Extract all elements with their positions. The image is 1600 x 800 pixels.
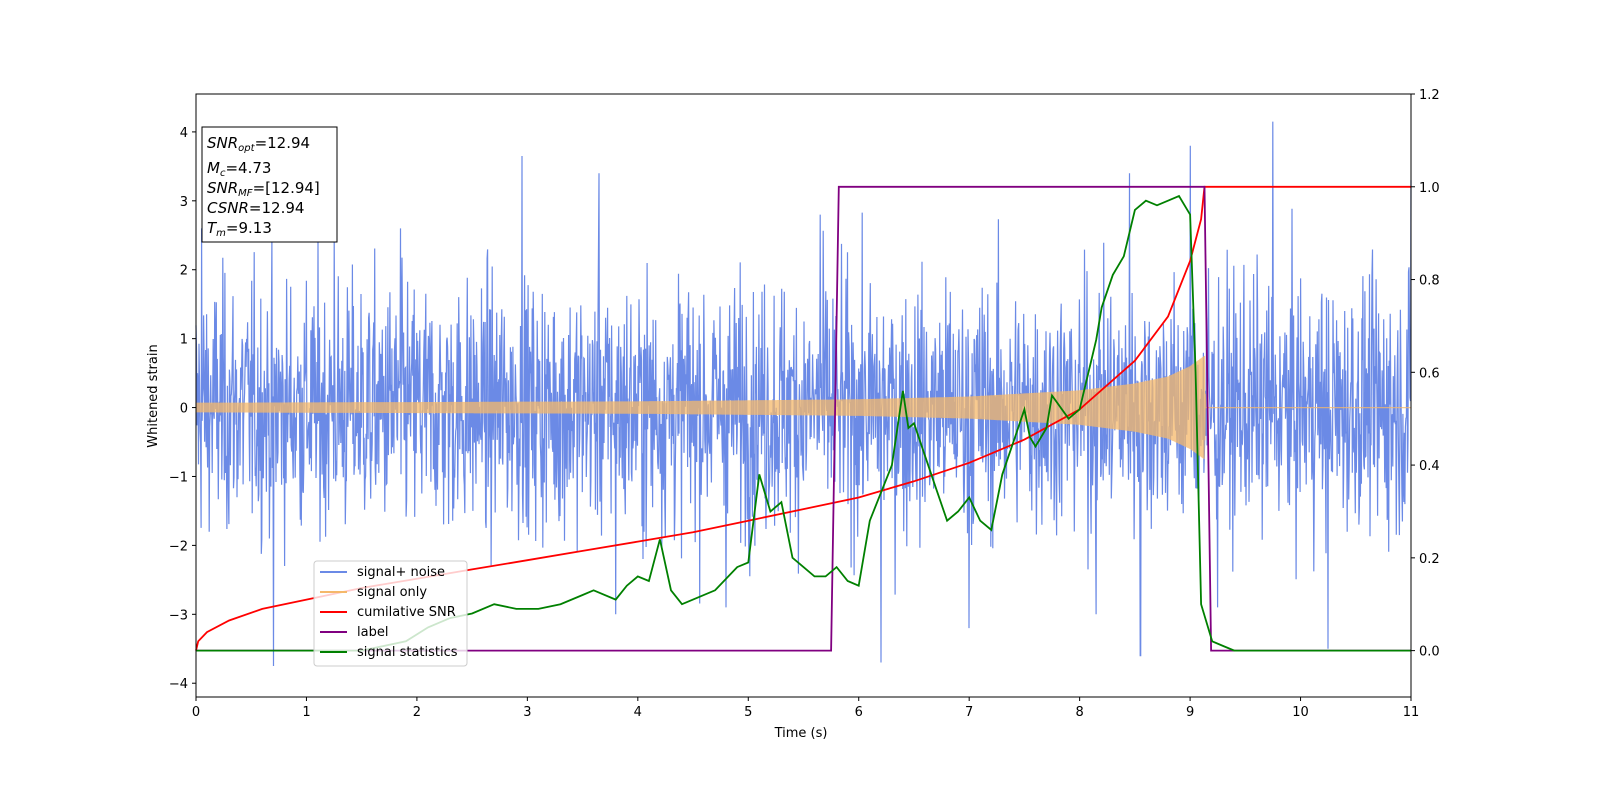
legend-label-cumulative-snr: cumilative SNR: [357, 605, 456, 620]
x-tick-label: 7: [965, 705, 973, 720]
annotation-snr-mf: SNRMF=[12.94]: [207, 179, 320, 199]
y-tick-label: −3: [169, 608, 188, 623]
x-tick-label: 2: [413, 705, 421, 720]
legend: signal+ noise signal only cumilative SNR…: [313, 560, 468, 667]
axes-layer: 0 1 2 3 4 5 6 7 8 9 10 1143210−1−2−3−41.21.00.80.60…: [169, 88, 1440, 720]
annotation-mc: Mc=4.73: [207, 159, 271, 179]
x-tick-label: 1: [302, 705, 310, 720]
x-tick-label: 9: [1186, 705, 1194, 720]
annotation-frame: [201, 126, 338, 243]
annotation-csnr: CSNR=12.94: [207, 199, 304, 217]
y2-tick-label: 0.4: [1419, 459, 1440, 474]
x-tick-label: 11: [1403, 705, 1420, 720]
y2-tick-label: 1.0: [1419, 181, 1440, 196]
x-tick-label: 5: [744, 705, 752, 720]
y2-tick-label: 1.2: [1419, 88, 1440, 103]
series-signal-noise: [195, 121, 1412, 667]
y-tick-label: 3: [180, 195, 188, 210]
y2-tick-label: 0.2: [1419, 552, 1440, 567]
y-tick-label: 2: [180, 264, 188, 279]
y-tick-label: −4: [169, 677, 188, 692]
x-tick-label: 0: [192, 705, 200, 720]
annotation-snr-opt: SNRopt=12.94: [207, 134, 310, 154]
y-tick-label: −2: [169, 539, 188, 554]
legend-label-signal-noise: signal+ noise: [357, 565, 445, 580]
series-cumulative-snr: [195, 185, 1411, 651]
y-tick-label: −1: [169, 470, 188, 485]
y2-tick-label: 0.0: [1419, 645, 1440, 660]
legend-frame: [313, 560, 468, 667]
x-tick-label: 8: [1075, 705, 1083, 720]
x-axis-label: Time (s): [774, 726, 828, 741]
y2-tick-label: 0.6: [1419, 366, 1440, 381]
series-signal-statistics: [196, 194, 1411, 652]
y-tick-label: 0: [180, 402, 188, 417]
y2-tick-label: 0.8: [1419, 274, 1440, 289]
y-tick-label: 1: [180, 333, 188, 348]
x-tick-label: 10: [1292, 705, 1309, 720]
legend-label-signal-only: signal only: [357, 585, 427, 600]
plot-frame: [195, 93, 1412, 698]
y-axis-label: Whitened strain: [146, 344, 161, 447]
line-layer: [195, 185, 1411, 652]
x-tick-label: 4: [634, 705, 642, 720]
annotation-tm: Tm=9.13: [207, 219, 272, 239]
y-tick-label: 4: [180, 126, 188, 141]
legend-label-label: label: [357, 625, 388, 640]
legend-label-signal-statistics: signal statistics: [357, 645, 458, 660]
annotation-box: SNRopt=12.94 Mc=4.73 SNRMF=[12.94] CSNR=…: [201, 126, 338, 243]
x-tick-label: 3: [523, 705, 531, 720]
x-tick-label: 6: [855, 705, 863, 720]
